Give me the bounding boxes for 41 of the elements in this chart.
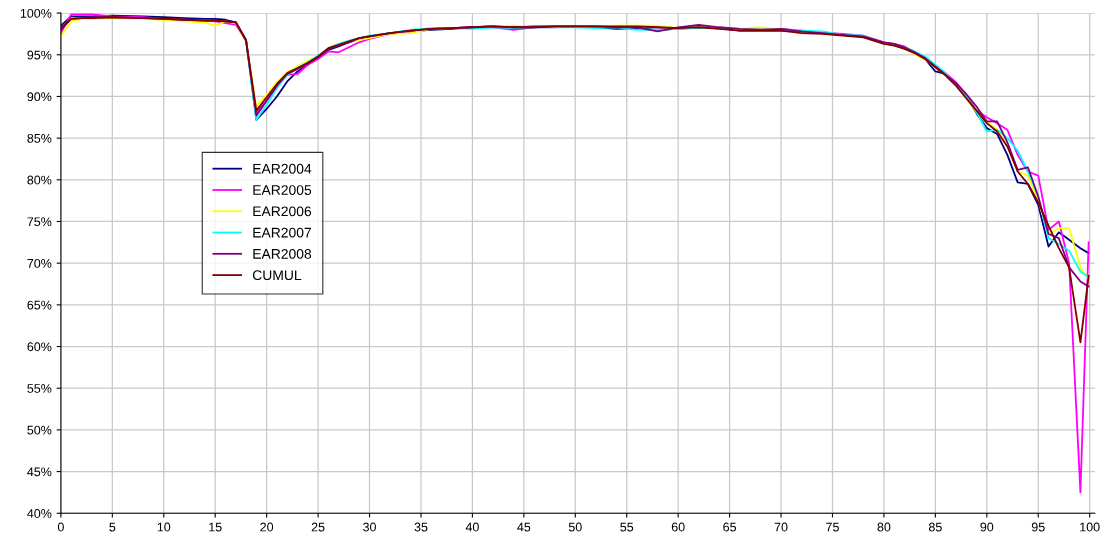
- x-tick-label: 35: [414, 522, 428, 532]
- x-tick-label: 65: [723, 522, 737, 532]
- y-tick-label: 70%: [27, 258, 52, 268]
- y-tick-label: 40%: [27, 509, 52, 518]
- y-tick-label: 65%: [27, 300, 52, 310]
- y-tick-label: 75%: [27, 217, 52, 227]
- y-tick-label: 85%: [27, 133, 52, 143]
- line-series: [60, 16, 1090, 344]
- x-tick-label: 55: [620, 522, 634, 532]
- y-tick-label: 90%: [27, 92, 52, 102]
- x-tick-label: 60: [671, 522, 685, 532]
- y-tick-label: 80%: [27, 175, 52, 185]
- y-tick-label: 60%: [27, 342, 52, 352]
- x-tick-label: 80: [877, 522, 891, 532]
- y-tick-label: 50%: [27, 425, 52, 435]
- x-tick-label: 0: [57, 522, 64, 532]
- x-tick-label: 75: [826, 522, 839, 532]
- x-tick-label: 70: [774, 522, 788, 532]
- x-tick-label: 10: [157, 522, 171, 532]
- legend-label: EAR2006: [253, 206, 312, 217]
- x-tick-label: 30: [363, 522, 376, 532]
- x-tick-label: 50: [568, 522, 582, 532]
- x-tick-label: 45: [517, 522, 531, 532]
- x-tick-label: 20: [260, 522, 274, 532]
- x-tick-label: 5: [109, 522, 116, 532]
- legend-label: EAR2007: [253, 227, 311, 238]
- x-tick-label: 25: [311, 522, 325, 532]
- x-tick-label: 15: [209, 522, 222, 532]
- x-tick-label: 85: [928, 522, 942, 532]
- y-tick-label: 55%: [27, 384, 52, 393]
- x-tick-label: 95: [1031, 522, 1045, 532]
- y-tick-label: 95%: [27, 50, 52, 60]
- legend-label: EAR2008: [253, 248, 312, 259]
- x-tick-label: 90: [980, 522, 994, 532]
- x-tick-label: 40: [465, 522, 479, 532]
- x-tick-label: 100: [1080, 522, 1100, 532]
- legend-label: CUMUL: [252, 270, 302, 281]
- legend-label: EAR2004: [253, 163, 312, 174]
- y-tick-label: 45%: [27, 467, 52, 477]
- legend-label: EAR2005: [253, 185, 312, 195]
- y-tick-label: 100%: [20, 8, 52, 18]
